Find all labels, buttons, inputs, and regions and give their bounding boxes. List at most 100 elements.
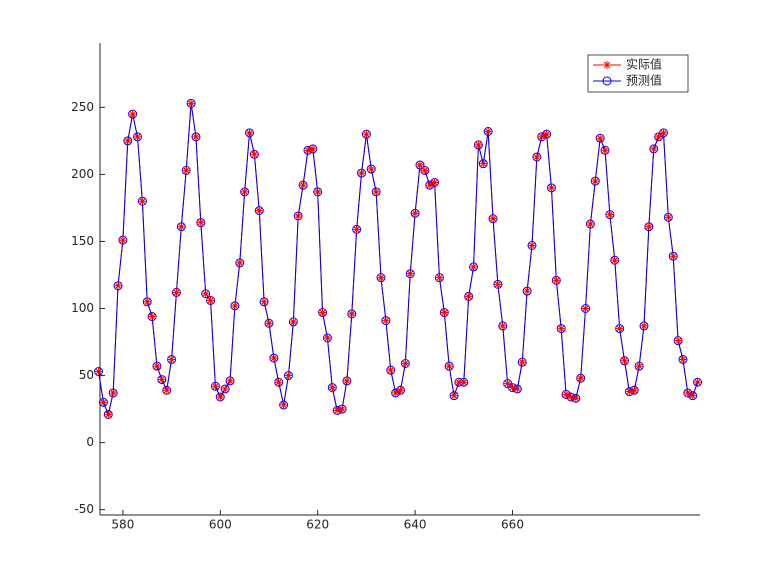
- marker: [406, 269, 415, 278]
- marker: [289, 317, 298, 326]
- marker: [328, 383, 337, 392]
- marker: [586, 220, 595, 229]
- marker: [664, 213, 673, 222]
- marker: [167, 355, 176, 364]
- marker: [187, 99, 196, 108]
- marker: [503, 379, 512, 388]
- marker: [391, 388, 400, 397]
- marker: [338, 405, 347, 414]
- marker: [683, 388, 692, 397]
- legend-label: 预测值: [626, 73, 662, 88]
- marker: [245, 128, 254, 137]
- marker: [654, 132, 663, 141]
- marker: [260, 297, 269, 306]
- marker: [602, 76, 612, 86]
- marker: [603, 61, 611, 69]
- legend-box: [587, 54, 689, 93]
- marker: [469, 262, 478, 271]
- marker: [445, 362, 454, 371]
- marker: [498, 321, 507, 330]
- marker: [552, 276, 561, 285]
- marker: [596, 134, 605, 143]
- marker: [99, 398, 108, 407]
- marker: [240, 187, 249, 196]
- y-tick-label: 150: [71, 234, 94, 248]
- marker: [294, 211, 303, 220]
- marker: [669, 252, 678, 261]
- x-tick-label: 580: [111, 518, 134, 532]
- marker: [518, 358, 527, 367]
- marker: [221, 384, 230, 393]
- marker: [284, 371, 293, 380]
- marker: [123, 136, 132, 145]
- marker: [547, 183, 556, 192]
- marker: [264, 319, 273, 328]
- marker: [191, 132, 200, 141]
- marker: [206, 296, 215, 305]
- x-tick-label: 620: [306, 518, 329, 532]
- marker: [615, 324, 624, 333]
- marker: [381, 316, 390, 325]
- marker: [279, 401, 288, 410]
- marker: [562, 390, 571, 399]
- marker: [235, 258, 244, 267]
- marker: [211, 382, 220, 391]
- marker: [493, 280, 502, 289]
- marker: [459, 378, 468, 387]
- marker: [216, 393, 225, 401]
- marker: [508, 383, 517, 392]
- marker: [367, 165, 376, 174]
- marker: [118, 236, 127, 245]
- marker: [591, 177, 600, 186]
- marker: [230, 301, 239, 310]
- marker: [104, 410, 113, 419]
- marker: [435, 273, 444, 282]
- y-tick-label: 50: [79, 368, 94, 382]
- marker: [484, 127, 493, 136]
- marker: [386, 366, 395, 375]
- y-tick-label: 100: [71, 301, 94, 315]
- marker: [128, 110, 137, 119]
- y-tick-label: 200: [71, 167, 94, 181]
- marker: [678, 355, 687, 364]
- marker: [542, 130, 551, 139]
- x-tick-label: 660: [501, 518, 524, 532]
- marker: [318, 308, 327, 317]
- marker: [313, 187, 322, 196]
- marker: [420, 166, 429, 175]
- marker: [196, 218, 205, 227]
- marker: [601, 146, 610, 155]
- marker: [401, 359, 410, 368]
- marker: [430, 178, 439, 187]
- marker: [688, 391, 697, 400]
- y-tick-label: -50: [74, 502, 94, 516]
- marker: [523, 287, 532, 296]
- marker: [513, 384, 522, 393]
- marker: [396, 386, 405, 395]
- marker: [157, 375, 166, 384]
- marker: [479, 159, 488, 168]
- marker: [342, 376, 351, 385]
- marker: [109, 388, 118, 397]
- marker: [143, 297, 152, 306]
- marker: [308, 144, 317, 153]
- x-tick-label: 600: [209, 518, 232, 532]
- marker: [649, 144, 658, 153]
- marker: [162, 386, 171, 395]
- x-tick-label: 640: [404, 518, 427, 532]
- marker: [537, 132, 546, 141]
- marker: [138, 197, 147, 206]
- marker: [274, 378, 283, 387]
- legend-label: 实际值: [626, 57, 662, 72]
- marker: [347, 309, 356, 318]
- marker: [425, 181, 434, 190]
- series-line: [98, 103, 699, 417]
- marker: [620, 356, 629, 365]
- marker: [357, 169, 366, 178]
- marker: [94, 367, 103, 376]
- marker: [114, 281, 123, 290]
- marker: [566, 393, 575, 401]
- marker: [474, 140, 483, 149]
- marker: [557, 324, 566, 333]
